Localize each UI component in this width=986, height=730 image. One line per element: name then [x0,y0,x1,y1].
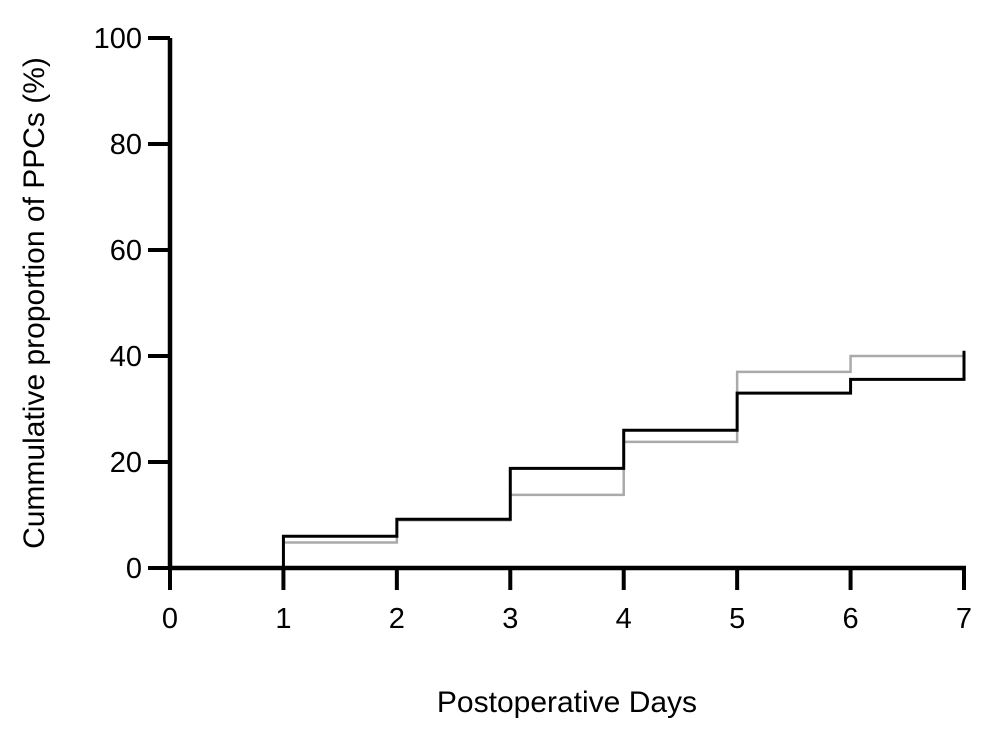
x-tick-label: 5 [729,603,745,635]
y-tick-label: 100 [94,23,142,55]
x-tick-label: 1 [275,603,291,635]
y-tick-label: 40 [110,341,142,373]
y-tick-label: 20 [110,447,142,479]
x-tick-label: 3 [502,603,518,635]
y-tick-label: 80 [110,129,142,161]
series-2-step-line [281,350,966,568]
series-1-step-line [282,354,964,568]
series-layer [281,350,966,568]
y-tick-label: 0 [126,553,142,585]
axes-layer [167,38,966,571]
x-tick-label: 4 [616,603,632,635]
x-tick-label: 6 [843,603,859,635]
y-tick-label: 60 [110,235,142,267]
ticks-layer: 0 1 2 3 4 5 6 7 0 20 40 60 80 100 [94,23,972,635]
x-tick-label: 2 [389,603,405,635]
y-axis-title: Cummulative proportion of PPCs (%) [18,57,51,549]
x-tick-label: 7 [956,603,972,635]
x-axis-title: Postoperative Days [437,686,697,719]
x-tick-label: 0 [162,603,178,635]
